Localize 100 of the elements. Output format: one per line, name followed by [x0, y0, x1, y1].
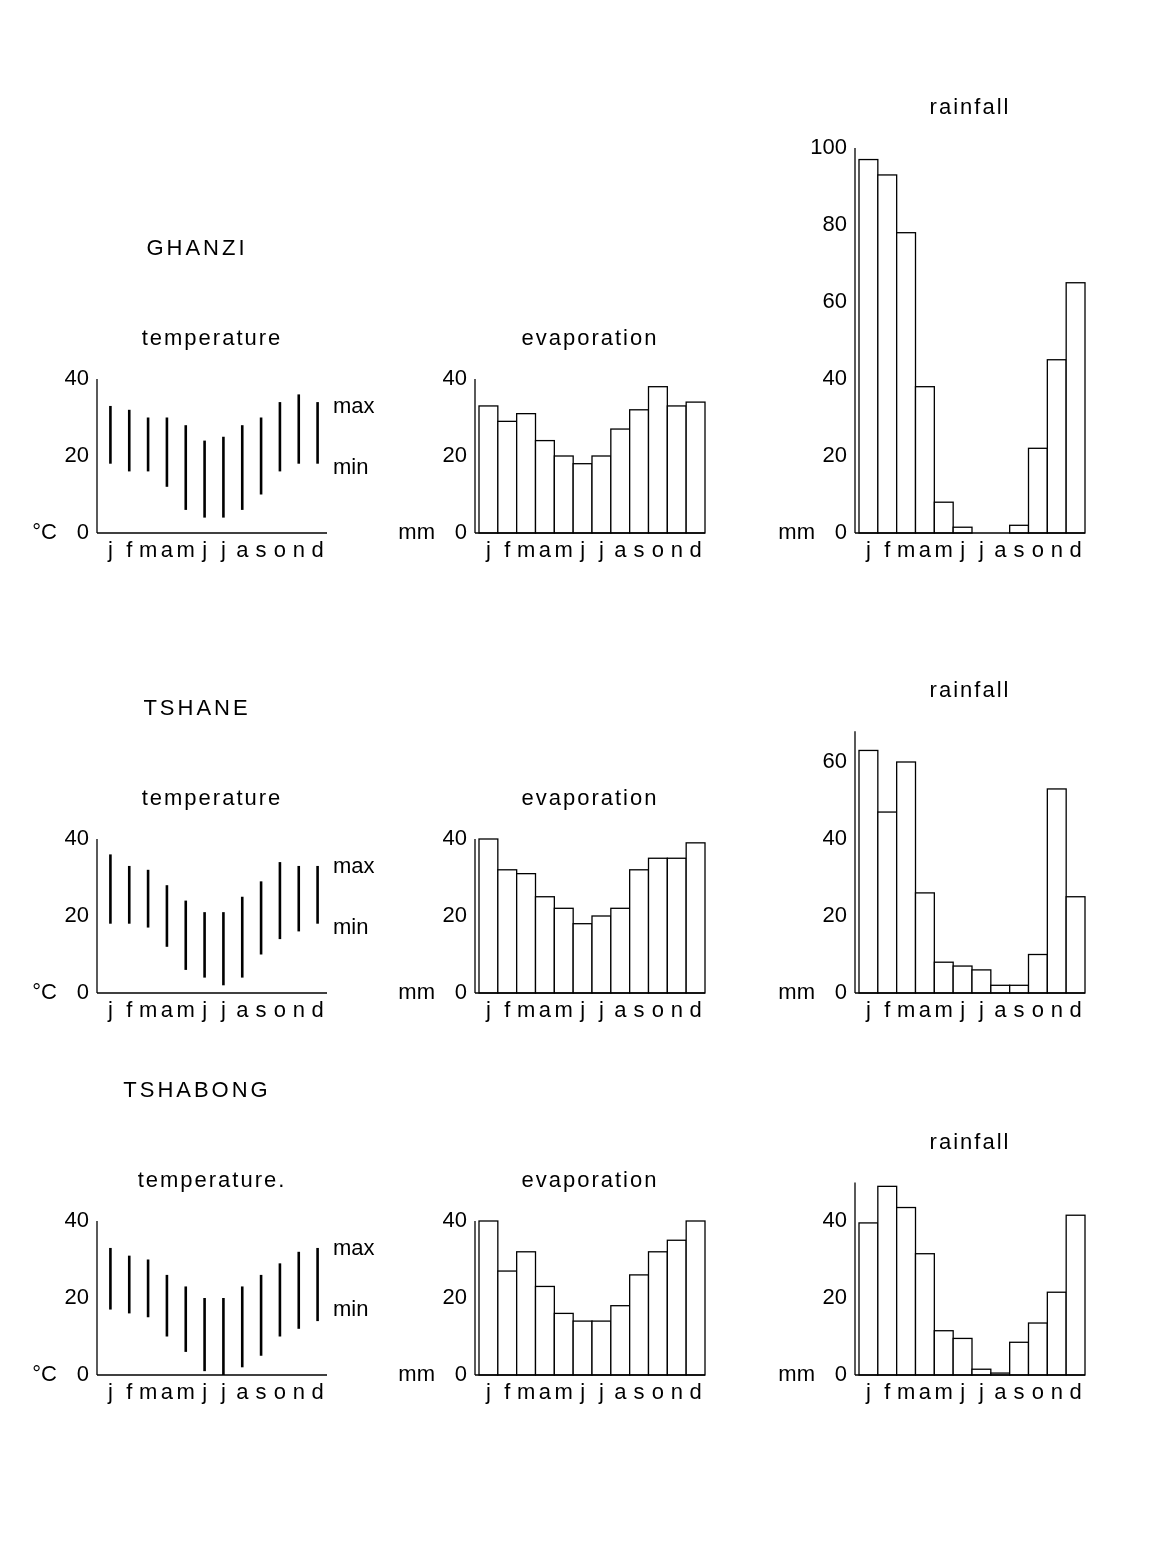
x-tick-label: j [484, 997, 491, 1022]
x-tick-label: a [236, 537, 250, 562]
text: min [333, 1296, 369, 1322]
x-tick-label: j [219, 537, 226, 562]
x-tick-label: f [126, 1379, 134, 1404]
chart-title: rainfall [929, 94, 1011, 119]
x-tick-label: d [1069, 1379, 1082, 1404]
x-tick-label: f [884, 1379, 892, 1404]
x-tick-label: m [176, 537, 195, 562]
x-tick-label: m [934, 537, 953, 562]
x-tick-label: m [176, 1379, 195, 1404]
y-tick-label: 20 [822, 901, 847, 927]
x-tick-label: n [670, 537, 683, 562]
x-tick-label: d [1069, 537, 1082, 562]
x-tick-label: n [670, 997, 683, 1022]
x-tick-label: f [884, 537, 892, 562]
y-tick-label: 0 [76, 518, 89, 544]
x-tick-label: j [977, 997, 984, 1022]
x-tick-label: j [484, 1379, 491, 1404]
x-tick-label: j [106, 997, 113, 1022]
text: min [333, 454, 369, 480]
y-axis-title: mm [778, 978, 815, 1004]
x-tick-label: a [918, 537, 932, 562]
y-tick-label: 20 [442, 1283, 467, 1309]
x-tick-label: m [934, 997, 953, 1022]
text: max [333, 1234, 375, 1260]
x-tick-label: j [106, 537, 113, 562]
x-tick-label: m [896, 1379, 916, 1404]
x-tick-label: a [236, 997, 250, 1022]
y-tick-label: 20 [442, 901, 467, 927]
x-tick-label: m [516, 537, 536, 562]
x-tick-label: j [219, 1379, 226, 1404]
x-tick-label: j [219, 997, 226, 1022]
x-tick-label: a [538, 1379, 552, 1404]
x-tick-label: s [1013, 1379, 1025, 1404]
y-tick-label: 20 [442, 441, 467, 467]
x-tick-label: o [273, 1379, 287, 1404]
x-tick-label: j [201, 1379, 208, 1404]
chart-subtitle: GHANZI [146, 235, 248, 260]
x-tick-label: j [959, 997, 966, 1022]
x-tick-label: d [311, 1379, 324, 1404]
x-tick-label: m [516, 997, 536, 1022]
x-tick-label: a [614, 537, 628, 562]
x-tick-label: n [292, 537, 305, 562]
y-tick-label: 40 [822, 364, 847, 390]
y-tick-label: 40 [64, 364, 89, 390]
x-tick-label: a [994, 997, 1008, 1022]
x-tick-label: a [994, 537, 1008, 562]
chart-subtitle: TSHANE [143, 695, 251, 720]
x-tick-label: n [1050, 537, 1063, 562]
x-tick-label: j [579, 1379, 586, 1404]
x-tick-label: j [579, 997, 586, 1022]
x-tick-label: m [138, 537, 158, 562]
text: max [333, 392, 375, 418]
x-tick-label: m [516, 1379, 536, 1404]
chart-title: temperature [141, 325, 283, 350]
y-tick-label: 20 [64, 901, 89, 927]
y-axis-title: °C [32, 978, 58, 1004]
x-tick-label: s [633, 997, 645, 1022]
x-tick-label: j [579, 537, 586, 562]
y-tick-label: 40 [442, 824, 467, 850]
x-tick-label: a [236, 1379, 250, 1404]
x-tick-label: a [538, 537, 552, 562]
x-tick-label: o [1031, 537, 1045, 562]
x-tick-label: m [138, 997, 158, 1022]
x-tick-label: s [255, 537, 267, 562]
chart-title: evaporation [521, 1167, 659, 1192]
text: min [333, 914, 369, 940]
x-tick-label: o [651, 537, 665, 562]
x-tick-label: j [864, 997, 871, 1022]
x-tick-label: m [554, 997, 573, 1022]
x-tick-label: m [138, 1379, 158, 1404]
chart-title: rainfall [929, 1128, 1011, 1154]
y-axis-title: °C [32, 518, 58, 544]
x-tick-label: s [255, 1379, 267, 1404]
x-tick-label: m [554, 1379, 573, 1404]
x-tick-label: s [633, 1379, 645, 1404]
x-tick-label: a [160, 1379, 174, 1404]
x-tick-label: f [504, 997, 512, 1022]
y-tick-label: 100 [810, 133, 847, 159]
x-tick-label: n [292, 997, 305, 1022]
y-axis-title: mm [778, 1360, 815, 1386]
x-tick-label: a [918, 1379, 932, 1404]
x-tick-label: o [651, 1379, 665, 1404]
x-tick-label: f [504, 537, 512, 562]
x-tick-label: j [959, 537, 966, 562]
y-tick-label: 0 [834, 978, 847, 1004]
y-tick-label: 0 [454, 518, 467, 544]
x-tick-label: d [311, 537, 324, 562]
x-tick-label: j [201, 997, 208, 1022]
x-tick-label: j [864, 537, 871, 562]
x-tick-label: d [311, 997, 324, 1022]
y-tick-label: 40 [64, 1206, 89, 1232]
x-tick-label: s [633, 537, 645, 562]
x-tick-label: a [614, 997, 628, 1022]
x-tick-label: j [201, 537, 208, 562]
x-tick-label: f [126, 997, 134, 1022]
x-tick-label: s [1013, 537, 1025, 562]
x-tick-label: m [896, 997, 916, 1022]
x-tick-label: a [994, 1379, 1008, 1404]
